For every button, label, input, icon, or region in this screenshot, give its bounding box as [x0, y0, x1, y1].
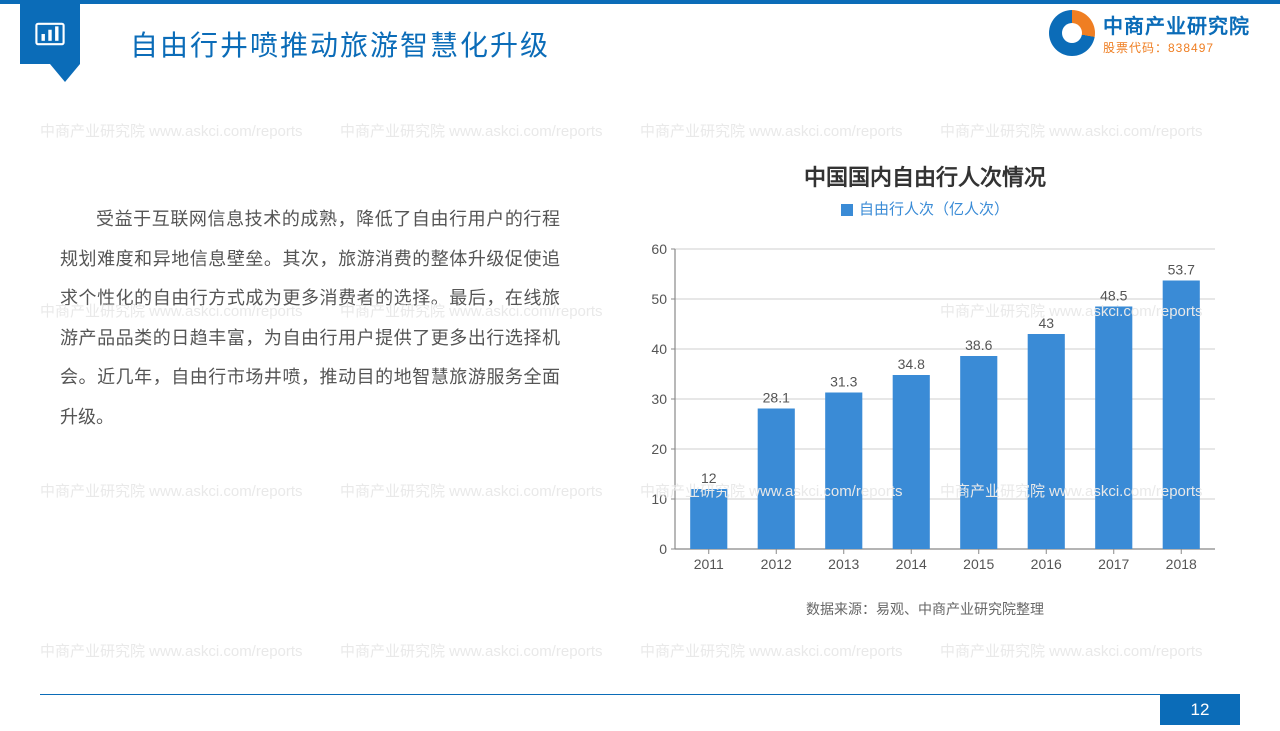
svg-text:2012: 2012 — [761, 556, 792, 572]
svg-text:12: 12 — [701, 470, 717, 486]
svg-text:31.3: 31.3 — [830, 374, 857, 390]
chart-legend: 自由行人次（亿人次） — [620, 198, 1230, 219]
svg-text:38.6: 38.6 — [965, 337, 992, 353]
watermark-text: 中商产业研究院 www.askci.com/reports — [40, 640, 303, 661]
watermark-text: 中商产业研究院 www.askci.com/reports — [640, 120, 903, 141]
logo: 中商产业研究院 股票代码：838497 — [1049, 10, 1250, 56]
logo-text: 中商产业研究院 股票代码：838497 — [1103, 10, 1250, 56]
svg-text:2011: 2011 — [694, 556, 724, 572]
svg-text:30: 30 — [651, 391, 667, 407]
chart-icon — [33, 17, 67, 51]
watermark-text: 中商产业研究院 www.askci.com/reports — [340, 480, 603, 501]
watermark-text: 中商产业研究院 www.askci.com/reports — [40, 120, 303, 141]
page-number: 12 — [1160, 695, 1240, 725]
svg-text:43: 43 — [1038, 315, 1054, 331]
svg-text:2016: 2016 — [1031, 556, 1062, 572]
svg-text:40: 40 — [651, 341, 667, 357]
svg-text:0: 0 — [659, 541, 667, 557]
watermark-text: 中商产业研究院 www.askci.com/reports — [940, 640, 1203, 661]
svg-text:60: 60 — [651, 241, 667, 257]
chart-source: 数据来源：易观、中商产业研究院整理 — [620, 599, 1230, 619]
watermark-text: 中商产业研究院 www.askci.com/reports — [40, 480, 303, 501]
logo-pie-icon — [1049, 10, 1095, 56]
svg-text:50: 50 — [651, 291, 667, 307]
chart-title: 中国国内自由行人次情况 — [620, 160, 1230, 192]
svg-text:53.7: 53.7 — [1168, 262, 1195, 278]
svg-text:2014: 2014 — [896, 556, 927, 572]
footer-rule — [40, 694, 1240, 695]
svg-text:34.8: 34.8 — [898, 356, 925, 372]
legend-swatch-icon — [841, 204, 853, 216]
header-top-bar — [0, 0, 1280, 4]
bar-chart: 0 10 20 30 40 50 60 12 2011 28.1 2012 31.3 2013 34.8 2… — [625, 229, 1225, 579]
svg-text:10: 10 — [651, 491, 667, 507]
svg-text:2013: 2013 — [828, 556, 859, 572]
svg-text:28.1: 28.1 — [763, 390, 790, 406]
watermark-text: 中商产业研究院 www.askci.com/reports — [340, 120, 603, 141]
svg-text:2015: 2015 — [963, 556, 994, 572]
logo-name: 中商产业研究院 — [1103, 10, 1250, 39]
header-icon-tail — [50, 64, 80, 82]
chart-container: 中国国内自由行人次情况 自由行人次（亿人次） 0 10 20 30 40 50 60 12 20… — [620, 160, 1230, 619]
header-icon — [20, 4, 80, 64]
svg-text:20: 20 — [651, 441, 667, 457]
watermark-text: 中商产业研究院 www.askci.com/reports — [940, 120, 1203, 141]
svg-text:2018: 2018 — [1166, 556, 1197, 572]
logo-stock-code: 股票代码：838497 — [1103, 39, 1250, 56]
watermark-text: 中商产业研究院 www.askci.com/reports — [640, 640, 903, 661]
page-title: 自由行井喷推动旅游智慧化升级 — [130, 24, 550, 64]
svg-text:2017: 2017 — [1098, 556, 1129, 572]
legend-label: 自由行人次（亿人次） — [859, 201, 1009, 218]
watermark-text: 中商产业研究院 www.askci.com/reports — [340, 640, 603, 661]
body-paragraph: 受益于互联网信息技术的成熟，降低了自由行用户的行程规划难度和异地信息壁垒。其次，… — [60, 200, 560, 438]
svg-text:48.5: 48.5 — [1100, 288, 1127, 304]
slide-root: 自由行井喷推动旅游智慧化升级 中商产业研究院 股票代码：838497 受益于互联… — [0, 0, 1280, 731]
